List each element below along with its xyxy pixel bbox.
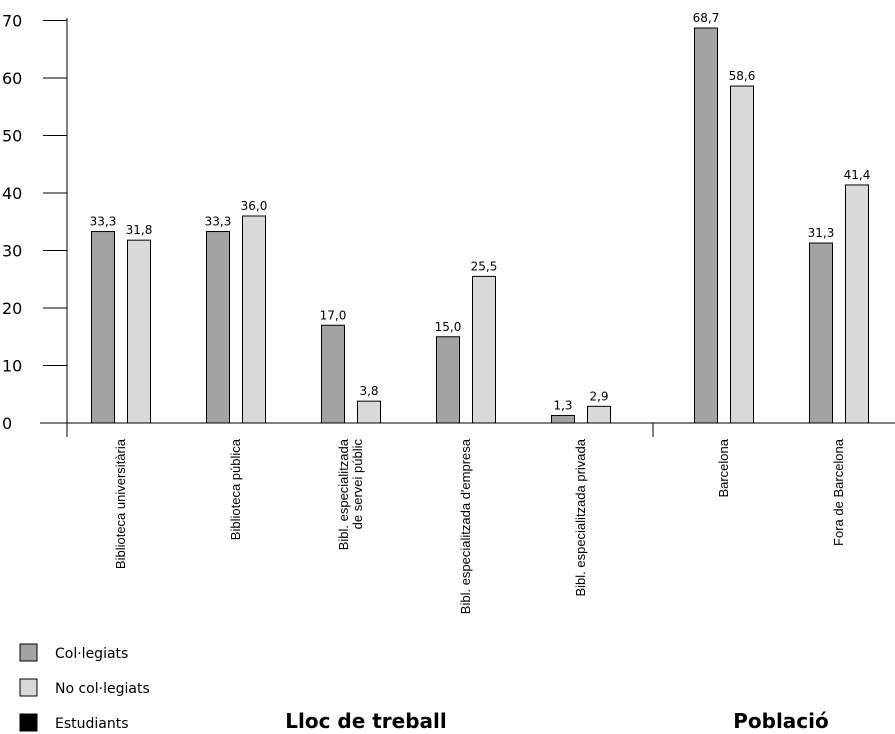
category-label: Biblioteca pública [228,438,243,540]
bar [321,324,345,424]
data-label: 31,8 [126,223,153,237]
bar [357,400,381,424]
bar [730,85,754,424]
y-tick-label: 30 [2,242,22,261]
group-title: Població [733,709,829,733]
legend: Col·legiats No col·legiats Estudiants [19,643,150,732]
data-label: 1,3 [553,399,572,413]
legend-swatch [19,643,38,662]
data-label: 25,5 [471,259,498,273]
y-tick-label: 0 [2,414,12,433]
legend-swatch [19,713,38,732]
data-label: 58,6 [729,69,756,83]
category-label: Bibl. especialitzada d'empresa [458,438,473,614]
bar [587,405,611,424]
bar [242,215,266,424]
legend-label: Col·legiats [55,646,128,662]
data-label: 33,3 [205,215,232,229]
category-labels: Biblioteca universitària Biblioteca públi… [113,438,846,614]
category-label: de servei públic [350,439,365,530]
category-label: Fora de Barcelona [831,438,846,546]
bar [845,184,869,424]
group-title: Lloc de treball [285,709,447,733]
bar [809,242,833,424]
bar [551,415,575,424]
y-tick-label: 50 [2,127,22,146]
category-label: Bibl. especialitzada privada [573,438,588,596]
y-tick-label: 40 [2,184,22,203]
category-label: Biblioteca universitària [113,438,128,569]
bar [91,231,115,424]
x-axis [40,422,895,437]
y-tick-label: 10 [2,357,22,376]
data-label: 2,9 [589,389,608,403]
y-tick-label: 20 [2,299,22,318]
legend-label: No col·legiats [55,681,150,697]
y-tick-label: 70 [2,12,22,31]
legend-label: Estudiants [55,716,129,732]
bar [206,231,230,424]
bar [472,275,496,424]
data-labels: 33,3 31,8 33,3 36,0 17,0 3,8 15,0 25,5 1,3 2,9 68,… [90,11,871,413]
bars [91,27,869,424]
data-label: 31,3 [808,226,835,240]
data-label: 41,4 [844,168,871,182]
category-label: Barcelona [716,438,731,497]
group-titles: Lloc de treball Població [285,709,829,733]
bar [436,336,460,424]
data-label: 68,7 [693,11,720,25]
y-axis: 0 10 20 30 40 50 60 70 [2,12,68,437]
data-label: 36,0 [241,199,268,213]
legend-swatch [19,678,38,697]
data-label: 17,0 [320,308,347,322]
bar [127,239,151,424]
data-label: 33,3 [90,215,117,229]
data-label: 15,0 [435,320,462,334]
bar [694,27,718,424]
y-tick-label: 60 [2,69,22,88]
category-label: Bibl. especialitzada [336,438,351,550]
data-label: 3,8 [359,384,378,398]
